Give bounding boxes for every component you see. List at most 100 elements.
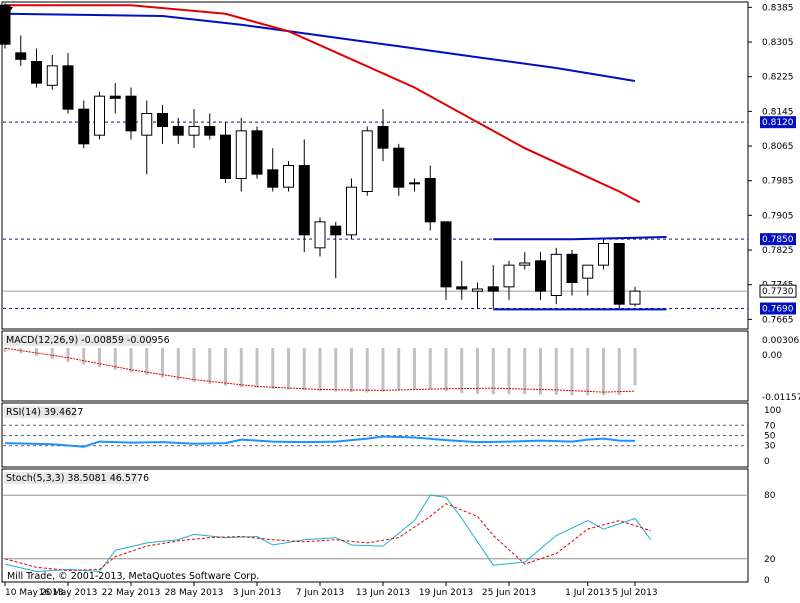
candle-bullish bbox=[582, 264, 594, 279]
price-marker-label: 0.7690 bbox=[762, 305, 794, 315]
price-marker-label: 0.8120 bbox=[762, 118, 794, 128]
candle-bearish bbox=[393, 147, 405, 188]
rsi-tick-label: 0 bbox=[764, 457, 770, 467]
price-series-layer bbox=[0, 3, 748, 311]
macd-series-layer: 0.00306 0.00 -0.01157 bbox=[3, 336, 800, 403]
candle-bullish bbox=[188, 126, 200, 136]
candle-bearish bbox=[535, 260, 546, 292]
candle-bearish bbox=[62, 65, 74, 110]
rsi-title: RSI(14) 39.4627 bbox=[6, 407, 83, 418]
rsi-tick-label: 50 bbox=[764, 432, 776, 442]
candle-bearish bbox=[157, 113, 168, 127]
candle-bullish bbox=[46, 65, 58, 86]
stochastic-title-background bbox=[4, 472, 138, 484]
candle-bearish bbox=[172, 126, 184, 136]
macd-title: MACD(12,26,9) -0.00859 -0.00956 bbox=[6, 335, 170, 346]
candle-bearish bbox=[456, 286, 468, 290]
date-tick-label: 10 May 2013 bbox=[5, 588, 64, 598]
date-tick-label: 1 Jul 2013 bbox=[565, 588, 610, 598]
price-marker-box bbox=[760, 116, 796, 129]
stochastic-tick-label: 80 bbox=[764, 491, 776, 501]
moving-average-slow-line bbox=[4, 12, 636, 82]
price-tick-label: 0.8145 bbox=[762, 107, 794, 117]
price-marker-box bbox=[760, 233, 796, 246]
date-tick-label: 3 Jun 2013 bbox=[233, 588, 281, 598]
candle-bearish bbox=[125, 95, 137, 132]
candle-bullish bbox=[346, 186, 357, 236]
macd-tick-label: 0.00306 bbox=[762, 336, 799, 346]
date-tick-label: 28 May 2013 bbox=[165, 588, 224, 598]
price-tick-label: 0.7665 bbox=[762, 315, 794, 325]
price-marker-label: 0.7850 bbox=[762, 235, 794, 245]
current-price-label: 0.7730 bbox=[762, 287, 794, 297]
candle-bullish bbox=[472, 288, 483, 292]
rsi-tick-label: 70 bbox=[764, 421, 776, 431]
candle-bearish bbox=[487, 286, 499, 292]
rsi-tick-label: 30 bbox=[764, 442, 776, 452]
candle-bullish bbox=[550, 253, 562, 296]
candle-bullish bbox=[235, 130, 247, 179]
price-tick-label: 0.8385 bbox=[762, 3, 794, 13]
candle-bearish bbox=[31, 61, 42, 84]
channel-upper-line bbox=[493, 236, 667, 241]
price-marker-box bbox=[760, 302, 796, 315]
candle-bearish bbox=[251, 130, 263, 175]
date-tick-label: 5 Jul 2013 bbox=[612, 588, 657, 598]
stochastic-title: Stoch(5,3,3) 38.5081 46.5776 bbox=[6, 473, 149, 484]
stochastic-tick-label: 20 bbox=[764, 555, 776, 565]
price-tick-label: 0.8225 bbox=[762, 73, 794, 83]
price-tick-label: 0.7825 bbox=[762, 246, 794, 256]
candle-bearish bbox=[298, 165, 310, 236]
candle-bearish bbox=[440, 221, 452, 288]
macd-signal-line bbox=[4, 347, 636, 393]
candle-bearish bbox=[566, 253, 578, 283]
price-tick-label: 0.8065 bbox=[762, 142, 794, 152]
date-tick-label: 25 Jun 2013 bbox=[482, 588, 536, 598]
candle-bullish bbox=[629, 290, 641, 305]
moving-average-fast-line bbox=[5, 4, 641, 204]
copyright-text: Mill Trade, © 2001-2013, MetaQuotes Soft… bbox=[7, 571, 259, 582]
stochastic-pane[interactable] bbox=[1, 468, 749, 583]
candle-bullish bbox=[141, 113, 153, 136]
stochastic-main-line bbox=[4, 494, 652, 573]
candle-bearish bbox=[267, 169, 279, 188]
macd-pane[interactable] bbox=[1, 330, 749, 402]
candle-bearish bbox=[15, 52, 27, 60]
macd-title-background bbox=[4, 334, 152, 346]
candle-bearish bbox=[0, 4, 11, 45]
price-tick-label: 0.7985 bbox=[762, 177, 794, 187]
date-tick-label: 19 Jun 2013 bbox=[419, 588, 473, 598]
candle-bullish bbox=[409, 182, 420, 185]
candle-bearish bbox=[424, 178, 436, 223]
date-tick-label: 13 Jun 2013 bbox=[356, 588, 410, 598]
axis-labels-layer: 0.8385 0.8305 0.8225 0.8145 0.8065 0.7985 0.79… bbox=[4, 3, 797, 598]
candle-bearish bbox=[109, 95, 121, 99]
candle-bullish bbox=[94, 95, 105, 136]
date-tick-label: 7 Jun 2013 bbox=[296, 588, 344, 598]
date-tick-label: 22 May 2013 bbox=[102, 588, 161, 598]
candle-bearish bbox=[377, 126, 389, 149]
price-tick-label: 0.7905 bbox=[762, 211, 794, 221]
stochastic-series-layer: 80 20 0 bbox=[3, 491, 776, 586]
macd-tick-label: 0.00 bbox=[762, 351, 782, 361]
stochastic-tick-label: 0 bbox=[764, 576, 770, 586]
price-tick-label: 0.8305 bbox=[762, 38, 794, 48]
rsi-tick-label: 100 bbox=[764, 406, 781, 416]
rsi-title-background bbox=[4, 406, 76, 418]
price-pane[interactable] bbox=[1, 1, 749, 330]
candle-bullish bbox=[361, 130, 373, 192]
candle-bearish bbox=[330, 225, 342, 236]
current-price-box bbox=[759, 284, 797, 298]
candle-bullish bbox=[314, 221, 326, 249]
date-tick-label: 16 May 2013 bbox=[39, 588, 98, 598]
candle-bullish bbox=[503, 264, 515, 288]
candle-bullish bbox=[598, 243, 609, 266]
candle-bullish bbox=[519, 262, 531, 266]
candle-bearish bbox=[204, 126, 216, 136]
rsi-line bbox=[4, 435, 636, 448]
macd-tick-label: -0.01157 bbox=[762, 393, 800, 403]
candle-bearish bbox=[78, 108, 90, 145]
